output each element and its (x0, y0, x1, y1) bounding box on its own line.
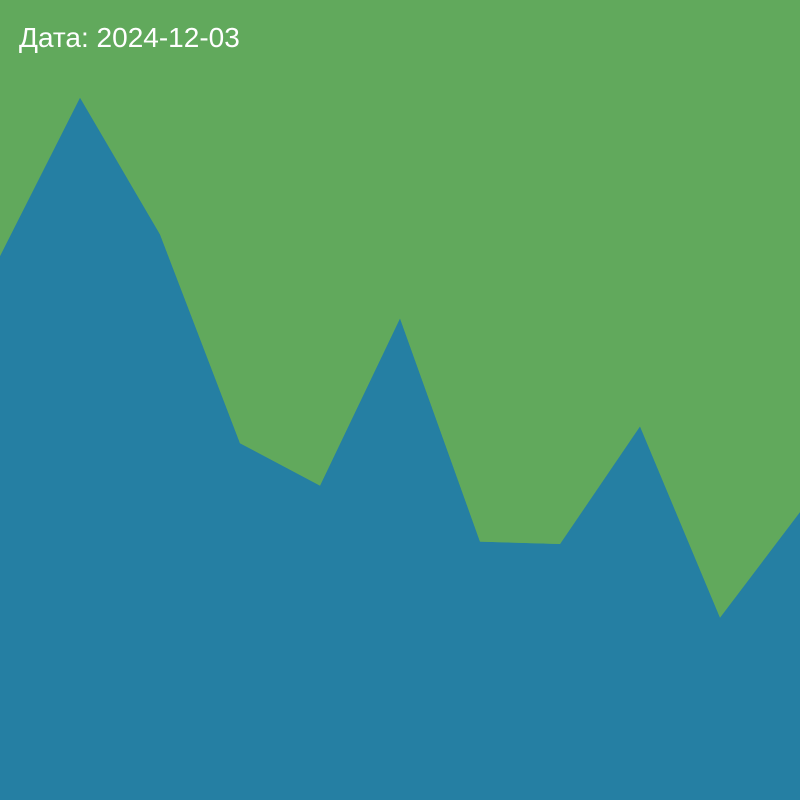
area-series-2 (0, 0, 800, 618)
area-series-1 (0, 97, 800, 800)
date-label: Дата: 2024-12-03 (19, 22, 240, 53)
